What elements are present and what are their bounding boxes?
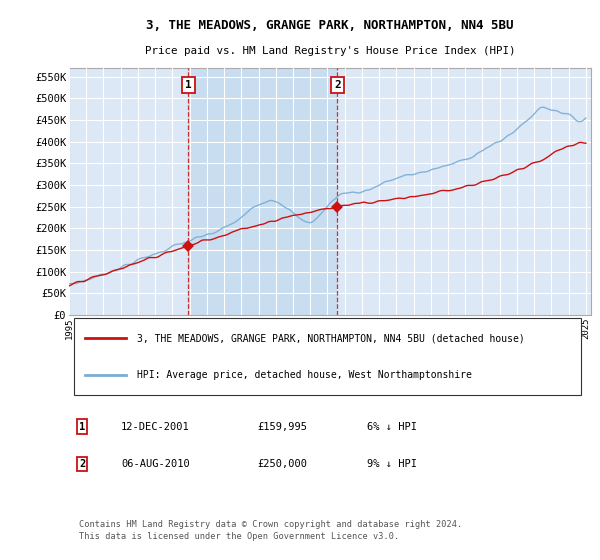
Text: £250,000: £250,000 [257,459,307,469]
Text: 3, THE MEADOWS, GRANGE PARK, NORTHAMPTON, NN4 5BU (detached house): 3, THE MEADOWS, GRANGE PARK, NORTHAMPTON… [137,334,524,343]
Text: 3, THE MEADOWS, GRANGE PARK, NORTHAMPTON, NN4 5BU: 3, THE MEADOWS, GRANGE PARK, NORTHAMPTON… [146,20,514,32]
Text: £159,995: £159,995 [257,422,307,432]
FancyBboxPatch shape [74,318,581,395]
Bar [188,68,337,315]
Text: Price paid vs. HM Land Registry's House Price Index (HPI): Price paid vs. HM Land Registry's House … [145,46,515,57]
Text: 06-AUG-2010: 06-AUG-2010 [121,459,190,469]
Text: 12-DEC-2001: 12-DEC-2001 [121,422,190,432]
Text: 6% ↓ HPI: 6% ↓ HPI [367,422,416,432]
Text: 1: 1 [185,80,191,90]
Text: 9% ↓ HPI: 9% ↓ HPI [367,459,416,469]
Text: 1: 1 [79,422,85,432]
Text: 2: 2 [79,459,85,469]
Text: 2: 2 [334,80,341,90]
Text: Contains HM Land Registry data © Crown copyright and database right 2024.
This d: Contains HM Land Registry data © Crown c… [79,520,463,541]
Text: HPI: Average price, detached house, West Northamptonshire: HPI: Average price, detached house, West… [137,370,472,380]
